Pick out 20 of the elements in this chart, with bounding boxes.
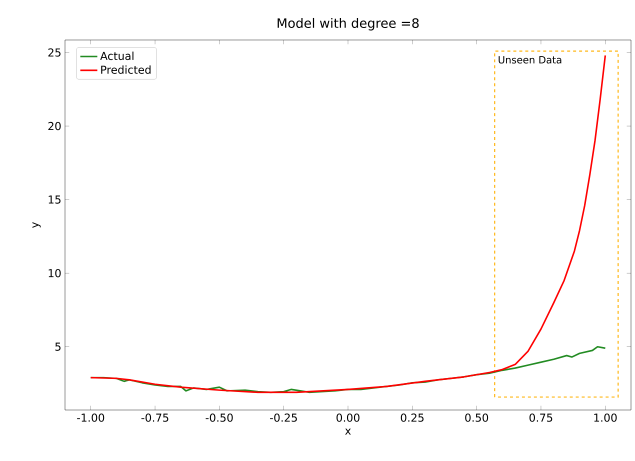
legend-label: Actual [100,52,134,60]
chart-title: Model with degree =8 [278,18,419,30]
band-label: Unseen Data [498,56,562,64]
x-tick-label: -0.25 [270,414,297,422]
x-tick-label: -1.00 [77,414,104,422]
y-tick-label: 20 [48,122,61,130]
x-axis-title: x [345,428,351,435]
x-tick-label: 0.50 [465,414,488,422]
x-tick-label: -0.50 [206,414,233,422]
x-tick-label: -0.75 [141,414,168,422]
x-tick-label: 0.25 [400,414,424,422]
y-axis-title: y [32,222,41,228]
x-tick-label: 0.75 [529,414,552,422]
y-tick-label: 25 [48,48,61,57]
y-tick-label: 5 [55,342,61,351]
x-tick-label: 0.00 [336,414,360,422]
y-tick-label: 15 [48,196,61,204]
x-tick-label: 1.00 [594,414,617,422]
y-tick-label: 10 [48,269,61,278]
legend-label: Predicted [101,65,151,74]
